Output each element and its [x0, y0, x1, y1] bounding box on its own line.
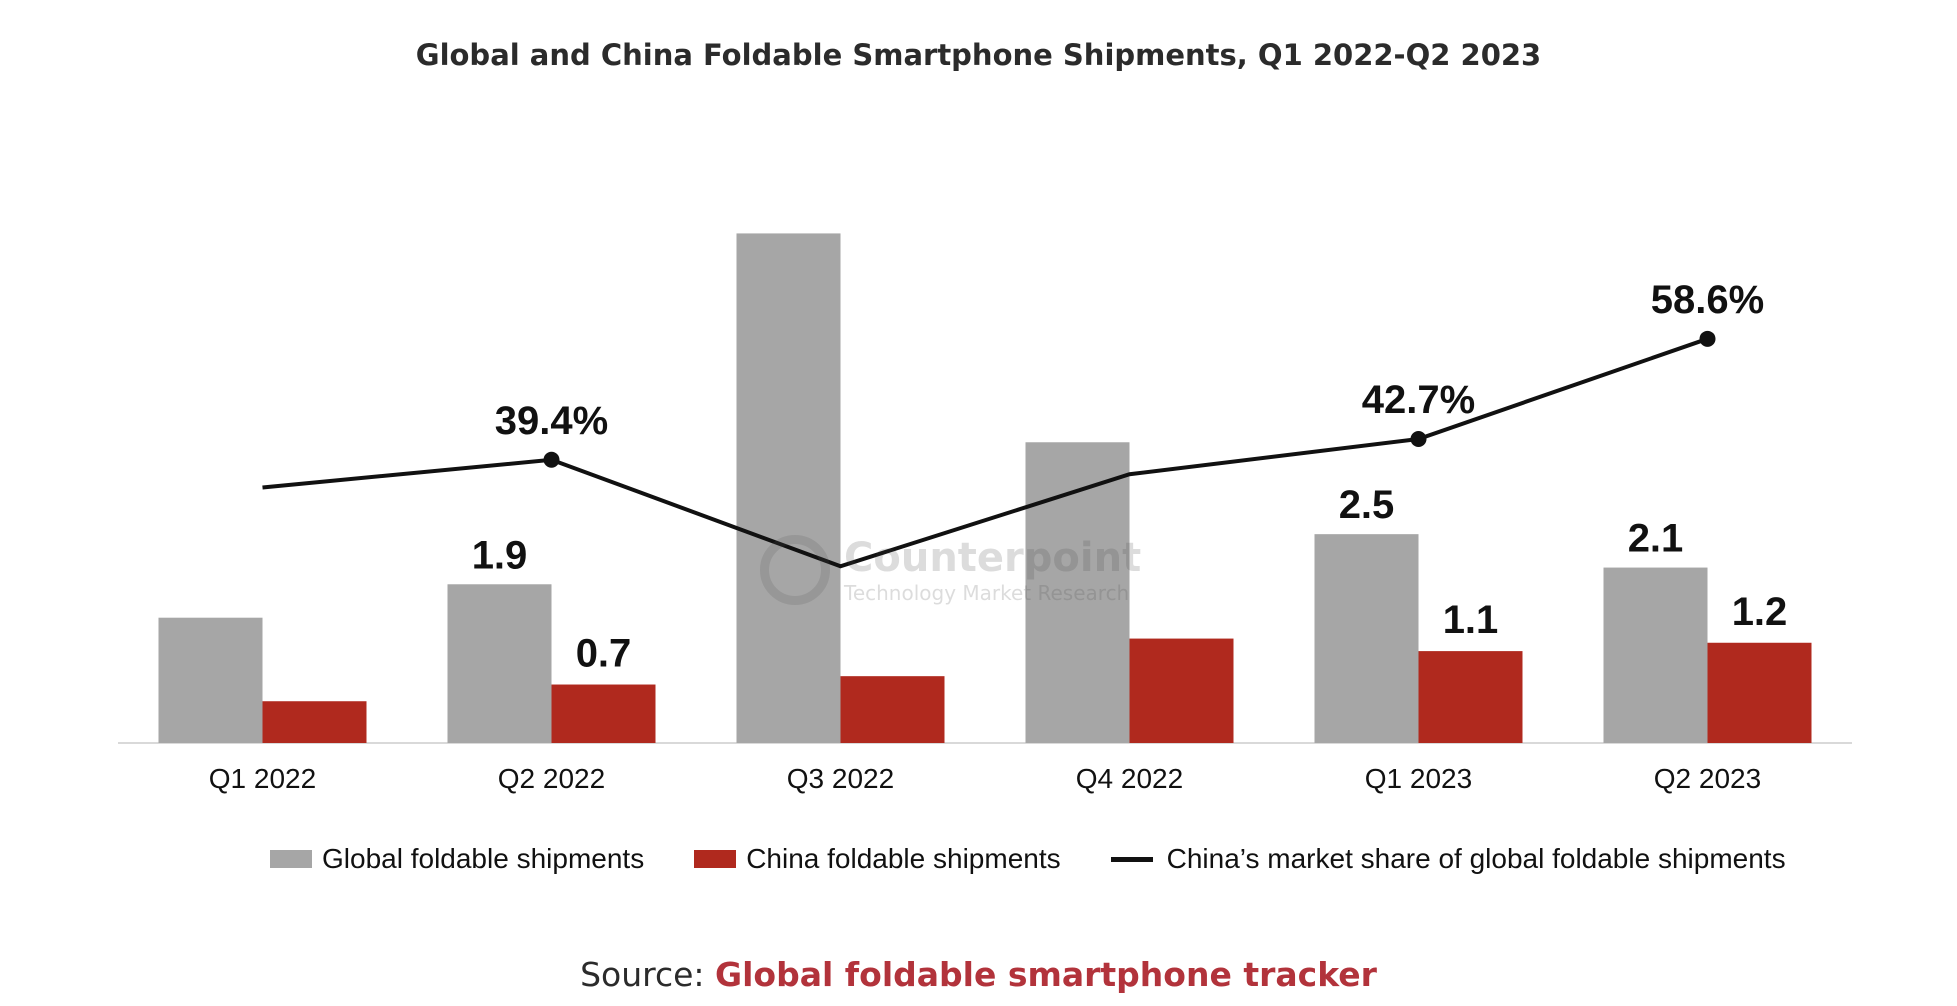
- bar-china-1: [551, 684, 656, 743]
- x-tick-label-1: Q2 2022: [498, 763, 605, 794]
- series-line-share: [262, 336, 1709, 569]
- bar-global-2: [736, 233, 841, 743]
- legend-swatch-global: [270, 850, 312, 868]
- source-line: Source: Global foldable smartphone track…: [0, 955, 1957, 994]
- data-label-share-4: 42.7%: [1362, 378, 1475, 422]
- bar-global-1: [447, 584, 552, 743]
- source-label: Source:: [580, 955, 705, 994]
- data-label-china-5: 1.2: [1732, 590, 1788, 634]
- bar-china-0: [262, 701, 367, 743]
- source-link[interactable]: Global foldable smartphone tracker: [715, 955, 1377, 994]
- bar-china-5: [1707, 642, 1812, 743]
- counterpoint-logo-icon: [760, 535, 830, 605]
- chart-title: Global and China Foldable Smartphone Shi…: [415, 38, 1542, 72]
- bar-global-4: [1314, 534, 1419, 743]
- data-label-china-4: 1.1: [1443, 598, 1499, 642]
- legend-item-china: China foldable shipments: [694, 843, 1061, 875]
- data-label-global-5: 2.1: [1628, 517, 1684, 561]
- watermark-tagline: Technology Market Research: [844, 581, 1130, 605]
- legend-label-china: China foldable shipments: [746, 843, 1061, 874]
- x-tick-label-2: Q3 2022: [787, 763, 894, 794]
- legend-item-global: Global foldable shipments: [270, 843, 644, 875]
- bar-china-3: [1129, 638, 1234, 743]
- watermark-logo: Counterpoint Technology Market Research: [760, 535, 1141, 605]
- legend-label-share: China’s market share of global foldable …: [1166, 843, 1786, 874]
- legend-swatch-share: [1110, 856, 1153, 862]
- watermark-name: Counterpoint: [844, 535, 1142, 581]
- legend-label-global: Global foldable shipments: [322, 843, 645, 874]
- legend-swatch-china: [694, 850, 737, 868]
- bar-global-0: [158, 617, 263, 743]
- chart-plot: Q1 2022 1.9 0.7 Q2 2022 Q3 2022 Q4 2022 2.5 1.1…: [118, 233, 1852, 794]
- data-label-global-1: 1.9: [472, 533, 528, 577]
- share-point-5: [1699, 330, 1716, 347]
- legend-item-share: China’s market share of global foldable …: [1110, 843, 1786, 875]
- x-tick-label-3: Q4 2022: [1076, 763, 1183, 794]
- x-tick-label-4: Q1 2023: [1365, 763, 1472, 794]
- data-label-share-5: 58.6%: [1651, 278, 1764, 322]
- bar-china-4: [1418, 651, 1523, 743]
- share-point-4: [1410, 430, 1427, 447]
- x-tick-label-5: Q2 2023: [1654, 763, 1761, 794]
- bar-china-2: [840, 676, 945, 743]
- data-label-china-1: 0.7: [576, 632, 632, 676]
- share-point-1: [543, 451, 560, 468]
- chart-legend: Global foldable shipments China foldable…: [270, 843, 1836, 875]
- data-label-global-4: 2.5: [1339, 483, 1395, 527]
- data-label-share-1: 39.4%: [495, 399, 608, 443]
- bar-global-5: [1603, 567, 1708, 743]
- x-tick-label-0: Q1 2022: [209, 763, 316, 794]
